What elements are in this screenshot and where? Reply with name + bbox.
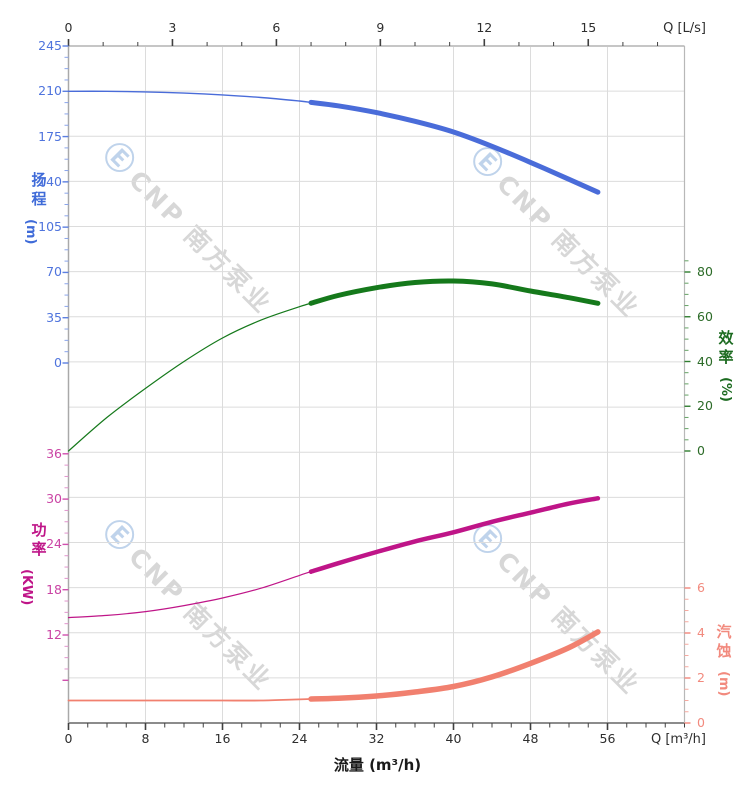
npsh-axis-tick-label: 6 [697, 580, 705, 595]
flow-bottom-tick-label: 24 [291, 731, 308, 746]
efficiency-axis-title: 效率 (%) [716, 330, 735, 402]
npsh-axis-tick-label: 0 [697, 715, 705, 730]
npsh-axis-title: 汽蚀 (m) [714, 624, 733, 697]
flow-top-tick-label: 9 [376, 20, 385, 35]
power-axis-title-text: 功率 [29, 522, 48, 560]
power-axis-unit: (KW) [18, 569, 34, 606]
flow-top-tick-label: 12 [476, 20, 493, 35]
power-axis-tick-label: 12 [46, 627, 62, 642]
power-axis-title: 功率 (KW) [19, 522, 48, 605]
power-axis-tick-label: 30 [46, 491, 62, 507]
head-axis-tick-label: 70 [46, 264, 62, 280]
efficiency-axis-tick-label: 0 [697, 443, 705, 458]
npsh-axis-tick-label: 4 [697, 625, 705, 640]
efficiency-axis-unit: (%) [717, 377, 733, 402]
flow-bottom-tick-label: 0 [64, 731, 73, 746]
flow-bottom-tick-label: 40 [445, 731, 462, 746]
npsh-axis-title-text: 汽蚀 [714, 624, 733, 662]
flow-bottom-tick-label: 56 [599, 731, 616, 746]
efficiency-axis-tick-label: 20 [697, 398, 713, 414]
head-axis-tick-label: 140 [38, 173, 62, 189]
x-axis-title: 流量 (m³/h) [333, 756, 422, 774]
head-axis-tick-label: 35 [46, 309, 62, 325]
efficiency-axis-tick-label: 60 [697, 308, 713, 324]
head-axis-unit: (m) [22, 219, 38, 245]
power-axis-tick-label: 18 [46, 581, 62, 597]
head-axis-tick-label: 210 [38, 83, 62, 99]
bottom-axis-unit-label: Q [m³/h] [650, 732, 706, 747]
efficiency-axis-tick-label: 80 [697, 264, 713, 279]
flow-top-tick-label: 6 [272, 20, 281, 35]
power-axis-tick-label: 36 [46, 445, 62, 461]
head-axis-title: 扬程 (m) [23, 172, 48, 244]
efficiency-axis-title-text: 效率 [716, 330, 735, 368]
npsh-axis-tick-label: 2 [697, 670, 705, 685]
flow-bottom-tick-label: 48 [522, 731, 539, 746]
efficiency-axis-tick-label: 40 [697, 353, 713, 369]
flow-bottom-tick-label: 16 [214, 731, 231, 746]
head-axis-tick-label: 245 [38, 38, 62, 53]
head-axis-title-text: 扬程 [29, 172, 48, 210]
npsh-axis-unit: (m) [715, 671, 731, 697]
head-axis-tick-label: 105 [38, 219, 62, 235]
head-axis-tick-label: 175 [38, 128, 62, 144]
flow-bottom-tick-label: 32 [368, 731, 385, 746]
flow-bottom-tick-label: 8 [141, 731, 150, 746]
flow-top-tick-label: 3 [168, 20, 177, 35]
top-axis-unit-label: Q [L/s] [663, 21, 706, 36]
flow-top-tick-label: 15 [580, 20, 597, 35]
head-axis-tick-label: 0 [54, 355, 62, 370]
flow-top-tick-label: 0 [64, 20, 73, 35]
power-axis-tick-label: 24 [46, 536, 62, 552]
